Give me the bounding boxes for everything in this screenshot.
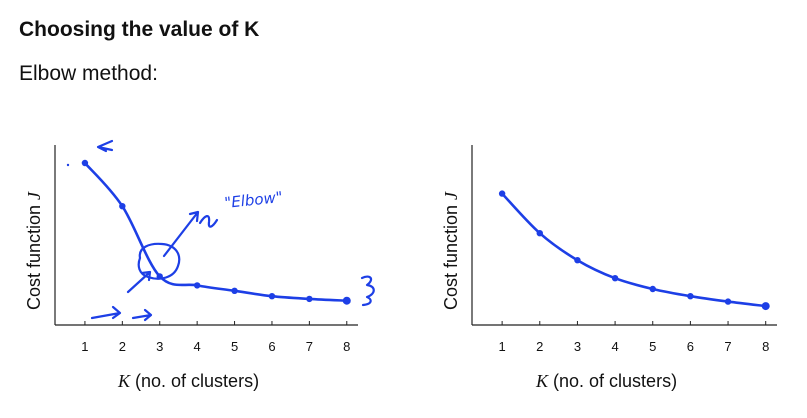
squiggle	[198, 215, 219, 228]
left-y-axis-var: J	[24, 191, 44, 200]
left-data-point	[119, 203, 126, 210]
left-series-line	[83, 161, 349, 302]
right-data-point	[574, 257, 581, 264]
right-arrow-1	[90, 305, 122, 320]
right-data-point	[611, 275, 619, 282]
elbow-circle	[66, 163, 70, 167]
left-x-tick-label: 4	[194, 339, 201, 354]
left-y-axis-label: Cost function J	[24, 191, 44, 310]
lower-arrow	[126, 270, 152, 294]
left-x-tick-label: 3	[156, 339, 163, 354]
right-y-axis-text: Cost function	[441, 200, 461, 310]
right-x-axis-var: K	[535, 371, 549, 391]
left-data-point	[193, 282, 201, 289]
right-x-tick-label: 2	[536, 339, 543, 354]
left-y-axis-text: Cost function	[24, 200, 44, 310]
right-x-tick-label: 6	[687, 339, 694, 354]
left-x-ticks	[84, 321, 348, 325]
right-x-tick-labels: 1 2 3 4 5 6 7 8	[499, 339, 770, 354]
elbow-label: "Elbow"	[224, 188, 284, 212]
right-x-tick-label: 3	[574, 339, 581, 354]
left-x-axis-rest: (no. of clusters)	[130, 371, 259, 391]
right-data-point	[536, 230, 543, 237]
left-x-tick-label: 2	[119, 339, 126, 354]
right-x-tick-label: 5	[649, 339, 656, 354]
left-data-point	[268, 293, 276, 300]
left-x-tick-label: 7	[306, 339, 313, 354]
left-x-tick-labels: 1 2 3 4 5 6 7 8	[81, 339, 350, 354]
right-series-line	[500, 192, 768, 308]
page-title: Choosing the value of K	[19, 18, 260, 41]
right-series-points	[498, 190, 770, 311]
right-data-point	[498, 190, 506, 197]
brace-three	[360, 275, 375, 307]
right-x-axis-rest: (no. of clusters)	[548, 371, 677, 391]
right-x-tick-label: 1	[499, 339, 506, 354]
right-data-point	[687, 293, 694, 300]
right-data-point	[724, 298, 732, 305]
right-x-tick-label: 4	[611, 339, 618, 354]
right-y-axis-label: Cost function J	[441, 191, 461, 310]
left-series-points	[81, 159, 351, 305]
left-x-tick-label: 1	[81, 339, 88, 354]
left-x-axis-label: K (no. of clusters)	[117, 371, 259, 391]
right-data-point	[649, 285, 656, 293]
right-arrow-2	[131, 308, 153, 322]
chart-right: 1 2 3 4 5 6 7 8 K (no. of clusters) Cost functi…	[441, 145, 777, 391]
left-x-tick-label: 6	[268, 339, 275, 354]
arrow-top-left	[96, 139, 114, 153]
chart-left: 1 2 3 4 5 6 7 8 K (no. of clusters) Cost functi…	[24, 139, 375, 391]
page-subtitle: Elbow method:	[19, 62, 158, 85]
right-x-axis-label: K (no. of clusters)	[535, 371, 677, 391]
handwritten-annotations	[66, 139, 375, 322]
left-x-axis-var: K	[117, 371, 131, 391]
left-x-tick-label: 5	[231, 339, 238, 354]
left-data-point	[81, 159, 89, 167]
pointer-arrow	[162, 210, 200, 258]
right-x-tick-label: 8	[762, 339, 769, 354]
left-x-tick-label: 8	[343, 339, 350, 354]
right-x-ticks	[501, 321, 767, 325]
right-data-point	[761, 302, 770, 311]
left-data-point	[342, 296, 351, 305]
right-y-axis-var: J	[441, 191, 461, 200]
left-data-point	[306, 295, 313, 303]
right-x-tick-label: 7	[724, 339, 731, 354]
left-data-point	[231, 287, 238, 294]
